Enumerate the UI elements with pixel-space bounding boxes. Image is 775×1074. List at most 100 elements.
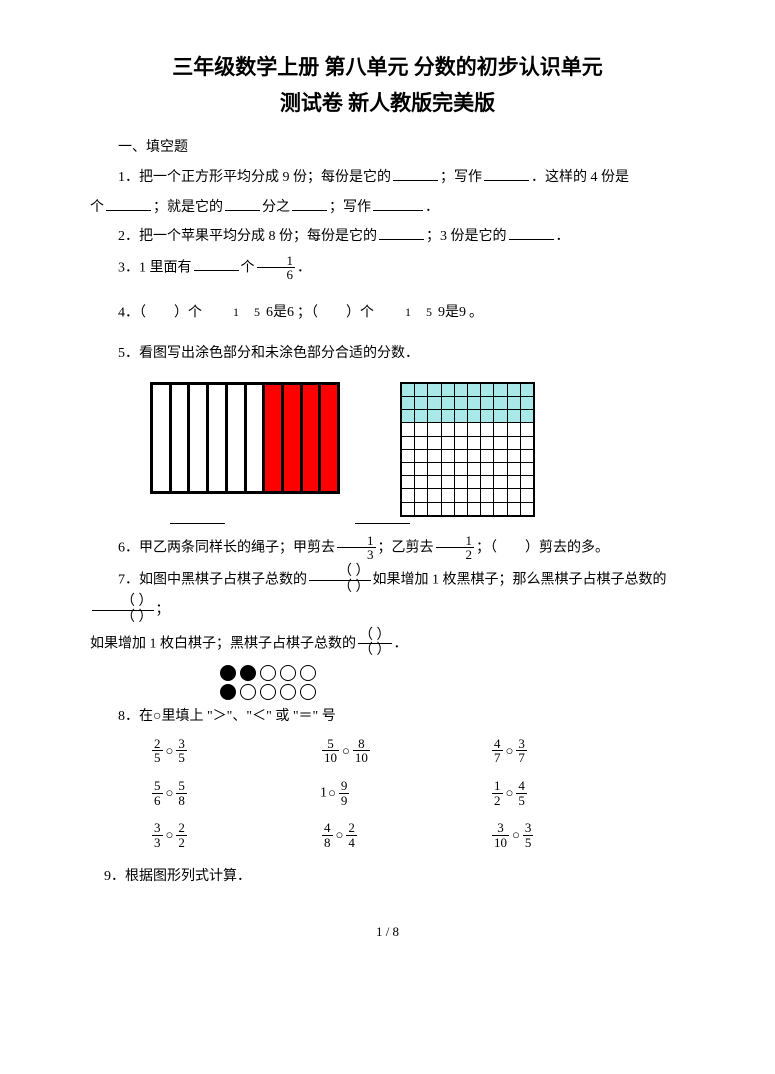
question-7-cont: 如果增加 1 枚白棋子；黑棋子占棋子总数的（ ）（ ）．	[90, 629, 685, 659]
paren-fraction[interactable]: （ ）（ ）	[358, 629, 392, 659]
sf-top: 1 5	[405, 305, 438, 319]
figure-container	[150, 382, 685, 517]
rect-column	[172, 385, 191, 491]
rect-column	[153, 385, 172, 491]
blank[interactable]	[379, 226, 424, 240]
q7-c: ；	[156, 603, 170, 618]
compare-circle[interactable]: ○	[336, 823, 344, 848]
compare-circle[interactable]: ○	[506, 781, 514, 806]
section-heading: 一、填空题	[90, 135, 685, 162]
white-piece-icon	[280, 665, 296, 681]
white-piece-icon	[300, 665, 316, 681]
figure-2-wrapper	[400, 382, 535, 517]
compare-item: 1○99	[320, 779, 430, 807]
pf-n: （ ）	[92, 595, 154, 611]
question-1: 1．把一个正方形平均分成 9 份；每份是它的；写作．这样的 4 份是	[90, 165, 685, 192]
blank[interactable]	[393, 167, 438, 181]
pf-d: （ ）	[92, 611, 154, 626]
blank[interactable]	[194, 257, 239, 271]
paren-fraction[interactable]: （ ）（ ）	[309, 565, 371, 595]
compare-grid: 25○35510○81047○3756○581○9912○4533○2248○2…	[150, 737, 685, 850]
q4-mid: ；（ ）个	[297, 306, 374, 321]
rect-column	[321, 385, 337, 491]
rect-column	[303, 385, 322, 491]
figure-answer-blanks	[170, 523, 685, 524]
frac-den: 3	[337, 548, 376, 562]
q7-e: ．	[394, 636, 408, 651]
fraction-1-2: 12	[436, 534, 475, 562]
frac-num: 1	[337, 534, 376, 549]
pf-d: （ ）	[309, 581, 371, 596]
title-line1: 三年级数学上册 第八单元 分数的初步认识单元	[90, 50, 685, 86]
rect-column	[247, 385, 266, 491]
figure-2-grid	[400, 382, 535, 517]
q2-b: ；3 份是它的	[426, 229, 507, 244]
compare-circle[interactable]: ○	[342, 739, 350, 764]
q3-b: 个	[241, 260, 255, 275]
compare-item: 48○24	[320, 821, 430, 849]
white-piece-icon	[280, 684, 296, 700]
question-5: 5．看图写出涂色部分和未涂色部分合适的分数．	[90, 341, 685, 368]
sf-bot: 6是6	[266, 305, 294, 320]
compare-item: 47○37	[490, 737, 600, 765]
q7-a: 7．如图中黑棋子占棋子总数的	[118, 572, 307, 587]
special-fraction-2: 1 59是9	[377, 300, 466, 327]
black-piece-icon	[220, 665, 236, 681]
paren-fraction[interactable]: （ ）（ ）	[92, 595, 154, 625]
q1-g: ；写作	[329, 200, 371, 215]
frac-den: 2	[436, 548, 475, 562]
sf-top: 1 5	[233, 305, 266, 319]
blank[interactable]	[355, 523, 410, 524]
fraction-1-6: 16	[257, 254, 296, 282]
q6-c: ；（ ）剪去的多。	[476, 540, 609, 555]
q1-text-a: 1．把一个正方形平均分成 9 份；每份是它的	[118, 170, 391, 185]
pf-n: （ ）	[309, 565, 371, 581]
q4-end: 。	[469, 306, 483, 321]
sf-bot: 9是9	[438, 305, 466, 320]
q1-text-c: ．这样的 4 份是	[531, 170, 629, 185]
question-3: 3．1 里面有 个16．	[90, 254, 685, 282]
figure-1-wrapper	[150, 382, 340, 517]
blank[interactable]	[509, 226, 554, 240]
compare-circle[interactable]: ○	[166, 823, 174, 848]
question-1-cont: 个；就是它的分之；写作．	[90, 195, 685, 222]
q4-a: 4．（ ）个	[118, 306, 202, 321]
q1-e: ；就是它的	[153, 200, 223, 215]
rect-column	[190, 385, 209, 491]
blank[interactable]	[292, 197, 327, 211]
blank[interactable]	[225, 197, 260, 211]
title-line2: 测试卷 新人教版完美版	[90, 86, 685, 122]
rect-column	[209, 385, 228, 491]
rect-column	[265, 385, 284, 491]
frac-num: 1	[257, 254, 296, 269]
compare-item: 510○810	[320, 737, 430, 765]
question-9: 9．根据图形列式计算．	[90, 864, 685, 891]
q3-a: 3．1 里面有	[118, 260, 192, 275]
question-6: 6．甲乙两条同样长的绳子；甲剪去13；乙剪去12；（ ）剪去的多。	[90, 534, 685, 562]
page-footer: 1 / 8	[90, 920, 685, 945]
question-8: 8．在○里填上 "＞"、"＜" 或 "＝" 号	[90, 704, 685, 731]
question-2: 2．把一个苹果平均分成 8 份；每份是它的；3 份是它的．	[90, 224, 685, 251]
black-piece-icon	[220, 684, 236, 700]
rect-column	[228, 385, 247, 491]
blank[interactable]	[106, 197, 151, 211]
white-piece-icon	[300, 684, 316, 700]
blank[interactable]	[170, 523, 225, 524]
rect-column	[284, 385, 303, 491]
q3-c: ．	[297, 260, 311, 275]
compare-circle[interactable]: ○	[506, 739, 514, 764]
q7-b: 如果增加 1 枚黑棋子；那么黑棋子占棋子总数的	[373, 572, 667, 587]
compare-item: 56○58	[150, 779, 260, 807]
question-4: 4．（ ）个1 56是6；（ ）个1 59是9。	[90, 300, 685, 327]
q6-a: 6．甲乙两条同样长的绳子；甲剪去	[118, 540, 335, 555]
q7-d: 如果增加 1 枚白棋子；黑棋子占棋子总数的	[90, 636, 356, 651]
blank[interactable]	[484, 167, 529, 181]
compare-circle[interactable]: ○	[166, 781, 174, 806]
compare-circle[interactable]: ○	[512, 823, 520, 848]
pf-d: （ ）	[358, 644, 392, 659]
compare-item: 12○45	[490, 779, 600, 807]
compare-circle[interactable]: ○	[328, 781, 336, 806]
compare-circle[interactable]: ○	[166, 739, 174, 764]
blank[interactable]	[373, 197, 423, 211]
black-piece-icon	[240, 665, 256, 681]
